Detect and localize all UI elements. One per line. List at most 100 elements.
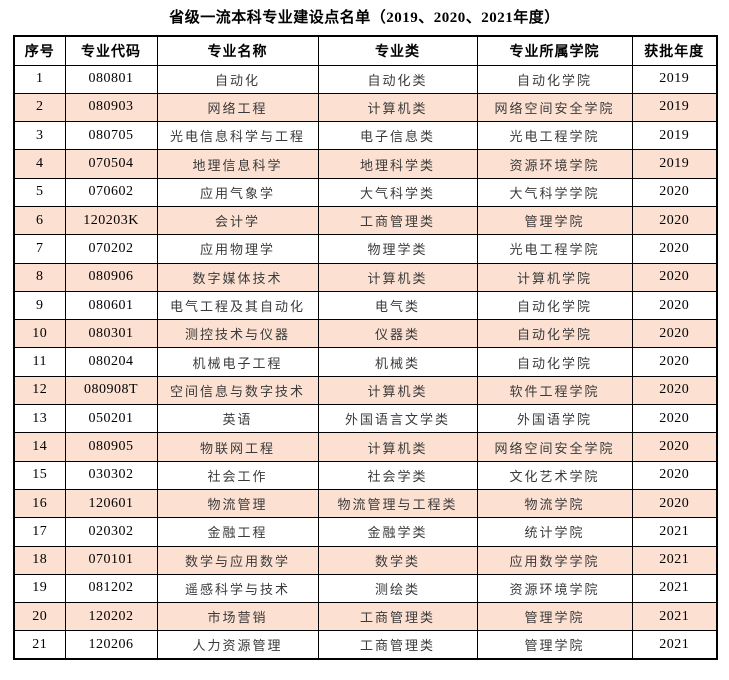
cell-major-category: 物流管理与工程类 bbox=[317, 488, 478, 519]
table-body: 1 080801 自动化 自动化类 自动化学院 2019 2 080903 网络工程 计算机类 网络… bbox=[13, 64, 718, 660]
cell-approval-year: 2020 bbox=[631, 432, 718, 462]
cell-college: 自动化学院 bbox=[476, 64, 633, 94]
cell-major-category: 自动化类 bbox=[317, 64, 478, 94]
cell-major-code: 080801 bbox=[64, 64, 158, 94]
cell-major-category: 数学类 bbox=[317, 545, 478, 575]
cell-approval-year: 2020 bbox=[631, 319, 718, 349]
cell-college: 应用数学学院 bbox=[476, 545, 633, 575]
cell-approval-year: 2019 bbox=[631, 92, 718, 123]
cell-serial-number: 3 bbox=[13, 121, 66, 151]
cell-college: 大气科学学院 bbox=[476, 177, 633, 207]
cell-serial-number: 16 bbox=[13, 488, 66, 519]
cell-major-name: 网络工程 bbox=[156, 92, 319, 123]
cell-major-category: 地理科学类 bbox=[317, 149, 478, 179]
cell-major-name: 电气工程及其自动化 bbox=[156, 290, 319, 321]
cell-major-code: 120203K bbox=[64, 205, 158, 236]
cell-college: 光电工程学院 bbox=[476, 121, 633, 151]
cell-approval-year: 2021 bbox=[631, 517, 718, 547]
column-header-serial-number: 序号 bbox=[13, 35, 66, 66]
cell-college: 网络空间安全学院 bbox=[476, 92, 633, 123]
table-row: 14 080905 物联网工程 计算机类 网络空间安全学院 2020 bbox=[13, 432, 718, 462]
cell-serial-number: 19 bbox=[13, 573, 66, 604]
cell-approval-year: 2021 bbox=[631, 573, 718, 604]
cell-approval-year: 2021 bbox=[631, 630, 718, 660]
cell-major-code: 080204 bbox=[64, 347, 158, 377]
cell-serial-number: 9 bbox=[13, 290, 66, 321]
table-row: 21 120206 人力资源管理 工商管理类 管理学院 2021 bbox=[13, 630, 718, 660]
cell-approval-year: 2020 bbox=[631, 234, 718, 264]
cell-major-category: 金融学类 bbox=[317, 517, 478, 547]
cell-serial-number: 21 bbox=[13, 630, 66, 660]
cell-college: 统计学院 bbox=[476, 517, 633, 547]
table-row: 18 070101 数学与应用数学 数学类 应用数学学院 2021 bbox=[13, 545, 718, 575]
cell-serial-number: 13 bbox=[13, 404, 66, 434]
table-row: 7 070202 应用物理学 物理学类 光电工程学院 2020 bbox=[13, 234, 718, 264]
cell-college: 资源环境学院 bbox=[476, 149, 633, 179]
column-header-major-code: 专业代码 bbox=[64, 35, 158, 66]
column-header-approval-year: 获批年度 bbox=[631, 35, 718, 66]
cell-approval-year: 2019 bbox=[631, 149, 718, 179]
table-row: 3 080705 光电信息科学与工程 电子信息类 光电工程学院 2019 bbox=[13, 121, 718, 151]
page-title: 省级一流本科专业建设点名单（2019、2020、2021年度） bbox=[169, 10, 560, 26]
cell-approval-year: 2020 bbox=[631, 290, 718, 321]
cell-major-code: 080906 bbox=[64, 262, 158, 292]
cell-major-name: 英语 bbox=[156, 404, 319, 434]
table-row: 19 081202 遥感科学与技术 测绘类 资源环境学院 2021 bbox=[13, 573, 718, 604]
table-row: 5 070602 应用气象学 大气科学类 大气科学学院 2020 bbox=[13, 177, 718, 207]
cell-college: 计算机学院 bbox=[476, 262, 633, 292]
cell-major-name: 遥感科学与技术 bbox=[156, 573, 319, 604]
cell-major-category: 测绘类 bbox=[317, 573, 478, 604]
cell-major-code: 080301 bbox=[64, 319, 158, 349]
cell-college: 自动化学院 bbox=[476, 347, 633, 377]
cell-approval-year: 2020 bbox=[631, 375, 718, 406]
cell-college: 文化艺术学院 bbox=[476, 460, 633, 490]
cell-college: 自动化学院 bbox=[476, 319, 633, 349]
cell-approval-year: 2021 bbox=[631, 545, 718, 575]
cell-major-category: 机械类 bbox=[317, 347, 478, 377]
cell-major-code: 020302 bbox=[64, 517, 158, 547]
cell-major-code: 080601 bbox=[64, 290, 158, 321]
cell-major-category: 电气类 bbox=[317, 290, 478, 321]
cell-major-code: 080905 bbox=[64, 432, 158, 462]
cell-major-name: 应用气象学 bbox=[156, 177, 319, 207]
cell-major-category: 电子信息类 bbox=[317, 121, 478, 151]
cell-major-category: 计算机类 bbox=[317, 262, 478, 292]
cell-serial-number: 7 bbox=[13, 234, 66, 264]
cell-major-category: 社会学类 bbox=[317, 460, 478, 490]
cell-major-category: 外国语言文学类 bbox=[317, 404, 478, 434]
cell-major-name: 数学与应用数学 bbox=[156, 545, 319, 575]
table-row: 8 080906 数字媒体技术 计算机类 计算机学院 2020 bbox=[13, 262, 718, 292]
cell-major-code: 080705 bbox=[64, 121, 158, 151]
table-row: 4 070504 地理信息科学 地理科学类 资源环境学院 2019 bbox=[13, 149, 718, 179]
cell-college: 外国语学院 bbox=[476, 404, 633, 434]
cell-serial-number: 4 bbox=[13, 149, 66, 179]
table-row: 13 050201 英语 外国语言文学类 外国语学院 2020 bbox=[13, 404, 718, 434]
table-row: 9 080601 电气工程及其自动化 电气类 自动化学院 2020 bbox=[13, 290, 718, 321]
table-row: 2 080903 网络工程 计算机类 网络空间安全学院 2019 bbox=[13, 92, 718, 123]
cell-major-name: 测控技术与仪器 bbox=[156, 319, 319, 349]
cell-major-code: 080903 bbox=[64, 92, 158, 123]
cell-serial-number: 5 bbox=[13, 177, 66, 207]
cell-approval-year: 2020 bbox=[631, 347, 718, 377]
cell-college: 光电工程学院 bbox=[476, 234, 633, 264]
cell-college: 资源环境学院 bbox=[476, 573, 633, 604]
column-header-college: 专业所属学院 bbox=[476, 35, 633, 66]
cell-major-category: 仪器类 bbox=[317, 319, 478, 349]
cell-major-code: 070504 bbox=[64, 149, 158, 179]
table-header-row: 序号 专业代码 专业名称 专业类 专业所属学院 获批年度 bbox=[13, 35, 718, 66]
table-row: 1 080801 自动化 自动化类 自动化学院 2019 bbox=[13, 64, 718, 94]
table-row: 10 080301 测控技术与仪器 仪器类 自动化学院 2020 bbox=[13, 319, 718, 349]
cell-major-name: 物流管理 bbox=[156, 488, 319, 519]
cell-major-code: 120206 bbox=[64, 630, 158, 660]
cell-major-category: 大气科学类 bbox=[317, 177, 478, 207]
cell-major-category: 工商管理类 bbox=[317, 630, 478, 660]
cell-major-name: 金融工程 bbox=[156, 517, 319, 547]
cell-major-category: 计算机类 bbox=[317, 92, 478, 123]
cell-major-code: 081202 bbox=[64, 573, 158, 604]
cell-major-code: 030302 bbox=[64, 460, 158, 490]
cell-major-code: 120202 bbox=[64, 602, 158, 632]
table-row: 15 030302 社会工作 社会学类 文化艺术学院 2020 bbox=[13, 460, 718, 490]
cell-major-name: 空间信息与数字技术 bbox=[156, 375, 319, 406]
cell-approval-year: 2020 bbox=[631, 262, 718, 292]
cell-major-name: 光电信息科学与工程 bbox=[156, 121, 319, 151]
